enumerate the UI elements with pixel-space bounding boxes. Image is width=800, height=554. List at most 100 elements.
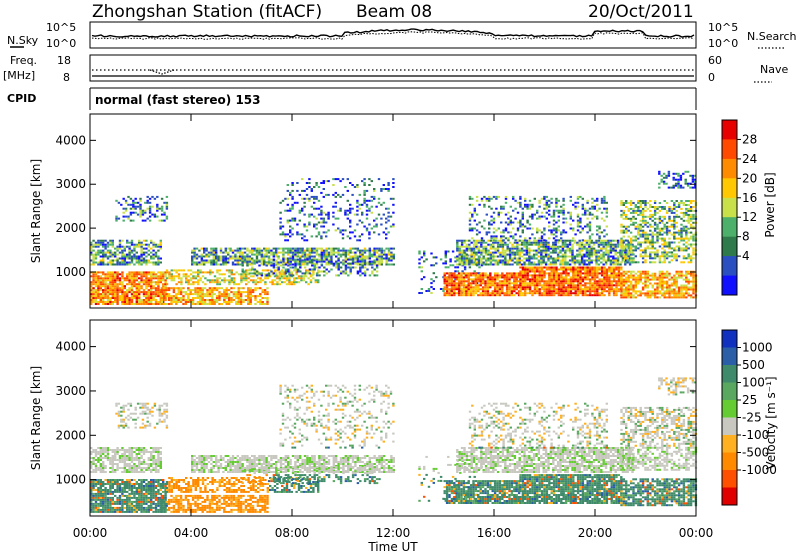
power-cell: [483, 195, 486, 198]
power-cell: [140, 299, 143, 301]
power-cell: [163, 213, 166, 216]
power-cell: [682, 284, 686, 287]
power-cell: [581, 288, 585, 291]
power-cell: [680, 288, 683, 291]
power-cell: [303, 257, 307, 260]
power-cell: [514, 207, 517, 210]
power-cell: [349, 182, 352, 184]
power-cell: [545, 266, 549, 269]
power-cell: [520, 239, 524, 242]
power-cell: [543, 294, 546, 297]
power-cell: [625, 270, 628, 273]
power-cell: [561, 249, 565, 252]
power-cell: [450, 274, 454, 277]
power-cell: [460, 290, 463, 293]
power-cell: [368, 262, 372, 265]
power-cell: [200, 259, 203, 262]
power-cell: [203, 301, 207, 303]
power-cell: [425, 290, 428, 292]
power-cell: [559, 251, 562, 254]
power-cell: [562, 284, 565, 287]
power-cell: [241, 259, 244, 262]
power-cell: [552, 282, 556, 285]
power-cell: [602, 241, 605, 244]
power-cell: [157, 279, 160, 282]
power-cell: [297, 275, 301, 278]
power-cell: [552, 249, 555, 252]
power-cell: [284, 263, 287, 266]
power-cell: [511, 245, 514, 248]
power-cell: [390, 251, 393, 254]
power-cell: [574, 272, 577, 275]
power-cell: [420, 288, 423, 290]
power-cell: [562, 213, 565, 216]
power-cell: [531, 203, 534, 206]
power-cell: [501, 251, 505, 254]
power-cell: [371, 255, 374, 258]
power-cell: [462, 278, 466, 281]
power-cell: [361, 233, 364, 236]
power-cell: [661, 274, 664, 277]
power-cell: [550, 268, 553, 271]
power-cell: [502, 239, 505, 242]
power-cell: [147, 279, 150, 282]
power-cell: [632, 274, 635, 277]
power-cell: [259, 287, 262, 290]
power-cell: [349, 231, 352, 234]
power-cell: [585, 255, 589, 258]
power-cell: [233, 273, 236, 276]
power-cell: [102, 295, 105, 298]
power-cell: [479, 278, 482, 281]
power-cell: [514, 239, 517, 242]
power-cell: [520, 249, 524, 252]
power-cell: [315, 260, 319, 263]
power-cell: [363, 178, 366, 181]
power-cell: [653, 278, 657, 281]
power-cell: [521, 272, 525, 275]
power-cell: [154, 251, 158, 254]
power-cell: [368, 178, 371, 181]
power-cell: [371, 249, 374, 252]
power-cell: [128, 251, 131, 254]
power-cell: [486, 290, 490, 293]
power-cell: [465, 294, 468, 297]
power-cell: [530, 241, 533, 244]
power-cell: [167, 289, 171, 292]
power-cell: [258, 272, 261, 275]
power-cell: [313, 201, 316, 204]
power-cell: [199, 269, 202, 272]
power-cell: [622, 284, 625, 287]
power-heatmap-cells: [90, 170, 698, 305]
power-cell: [276, 283, 279, 286]
power-cell: [330, 268, 333, 271]
power-cell: [215, 257, 218, 260]
power-cell: [327, 217, 330, 220]
power-cell: [536, 217, 539, 220]
power-cell: [312, 277, 315, 280]
power-cell: [154, 243, 158, 246]
power-cell: [622, 294, 625, 297]
power-cell: [154, 291, 158, 294]
power-cell: [555, 268, 558, 271]
power-cell: [516, 247, 519, 250]
power-cell: [130, 289, 134, 292]
power-cell: [302, 275, 305, 278]
power-cell: [470, 259, 473, 262]
power-cell: [294, 260, 297, 263]
power-cell: [545, 288, 549, 291]
power-cell: [552, 272, 556, 275]
power-cell: [612, 270, 616, 273]
power-cell: [418, 262, 421, 265]
power-cell: [182, 297, 185, 299]
power-cell: [114, 277, 117, 280]
power-cell: [499, 239, 502, 242]
power-cell: [118, 299, 122, 301]
power-cell: [197, 281, 200, 284]
power-cell: [675, 284, 678, 287]
power-cell: [296, 233, 299, 236]
power-cell: [521, 270, 525, 273]
power-cell: [677, 286, 681, 289]
power-cell: [621, 243, 625, 246]
power-cell: [157, 281, 160, 284]
power-cell: [557, 268, 561, 271]
